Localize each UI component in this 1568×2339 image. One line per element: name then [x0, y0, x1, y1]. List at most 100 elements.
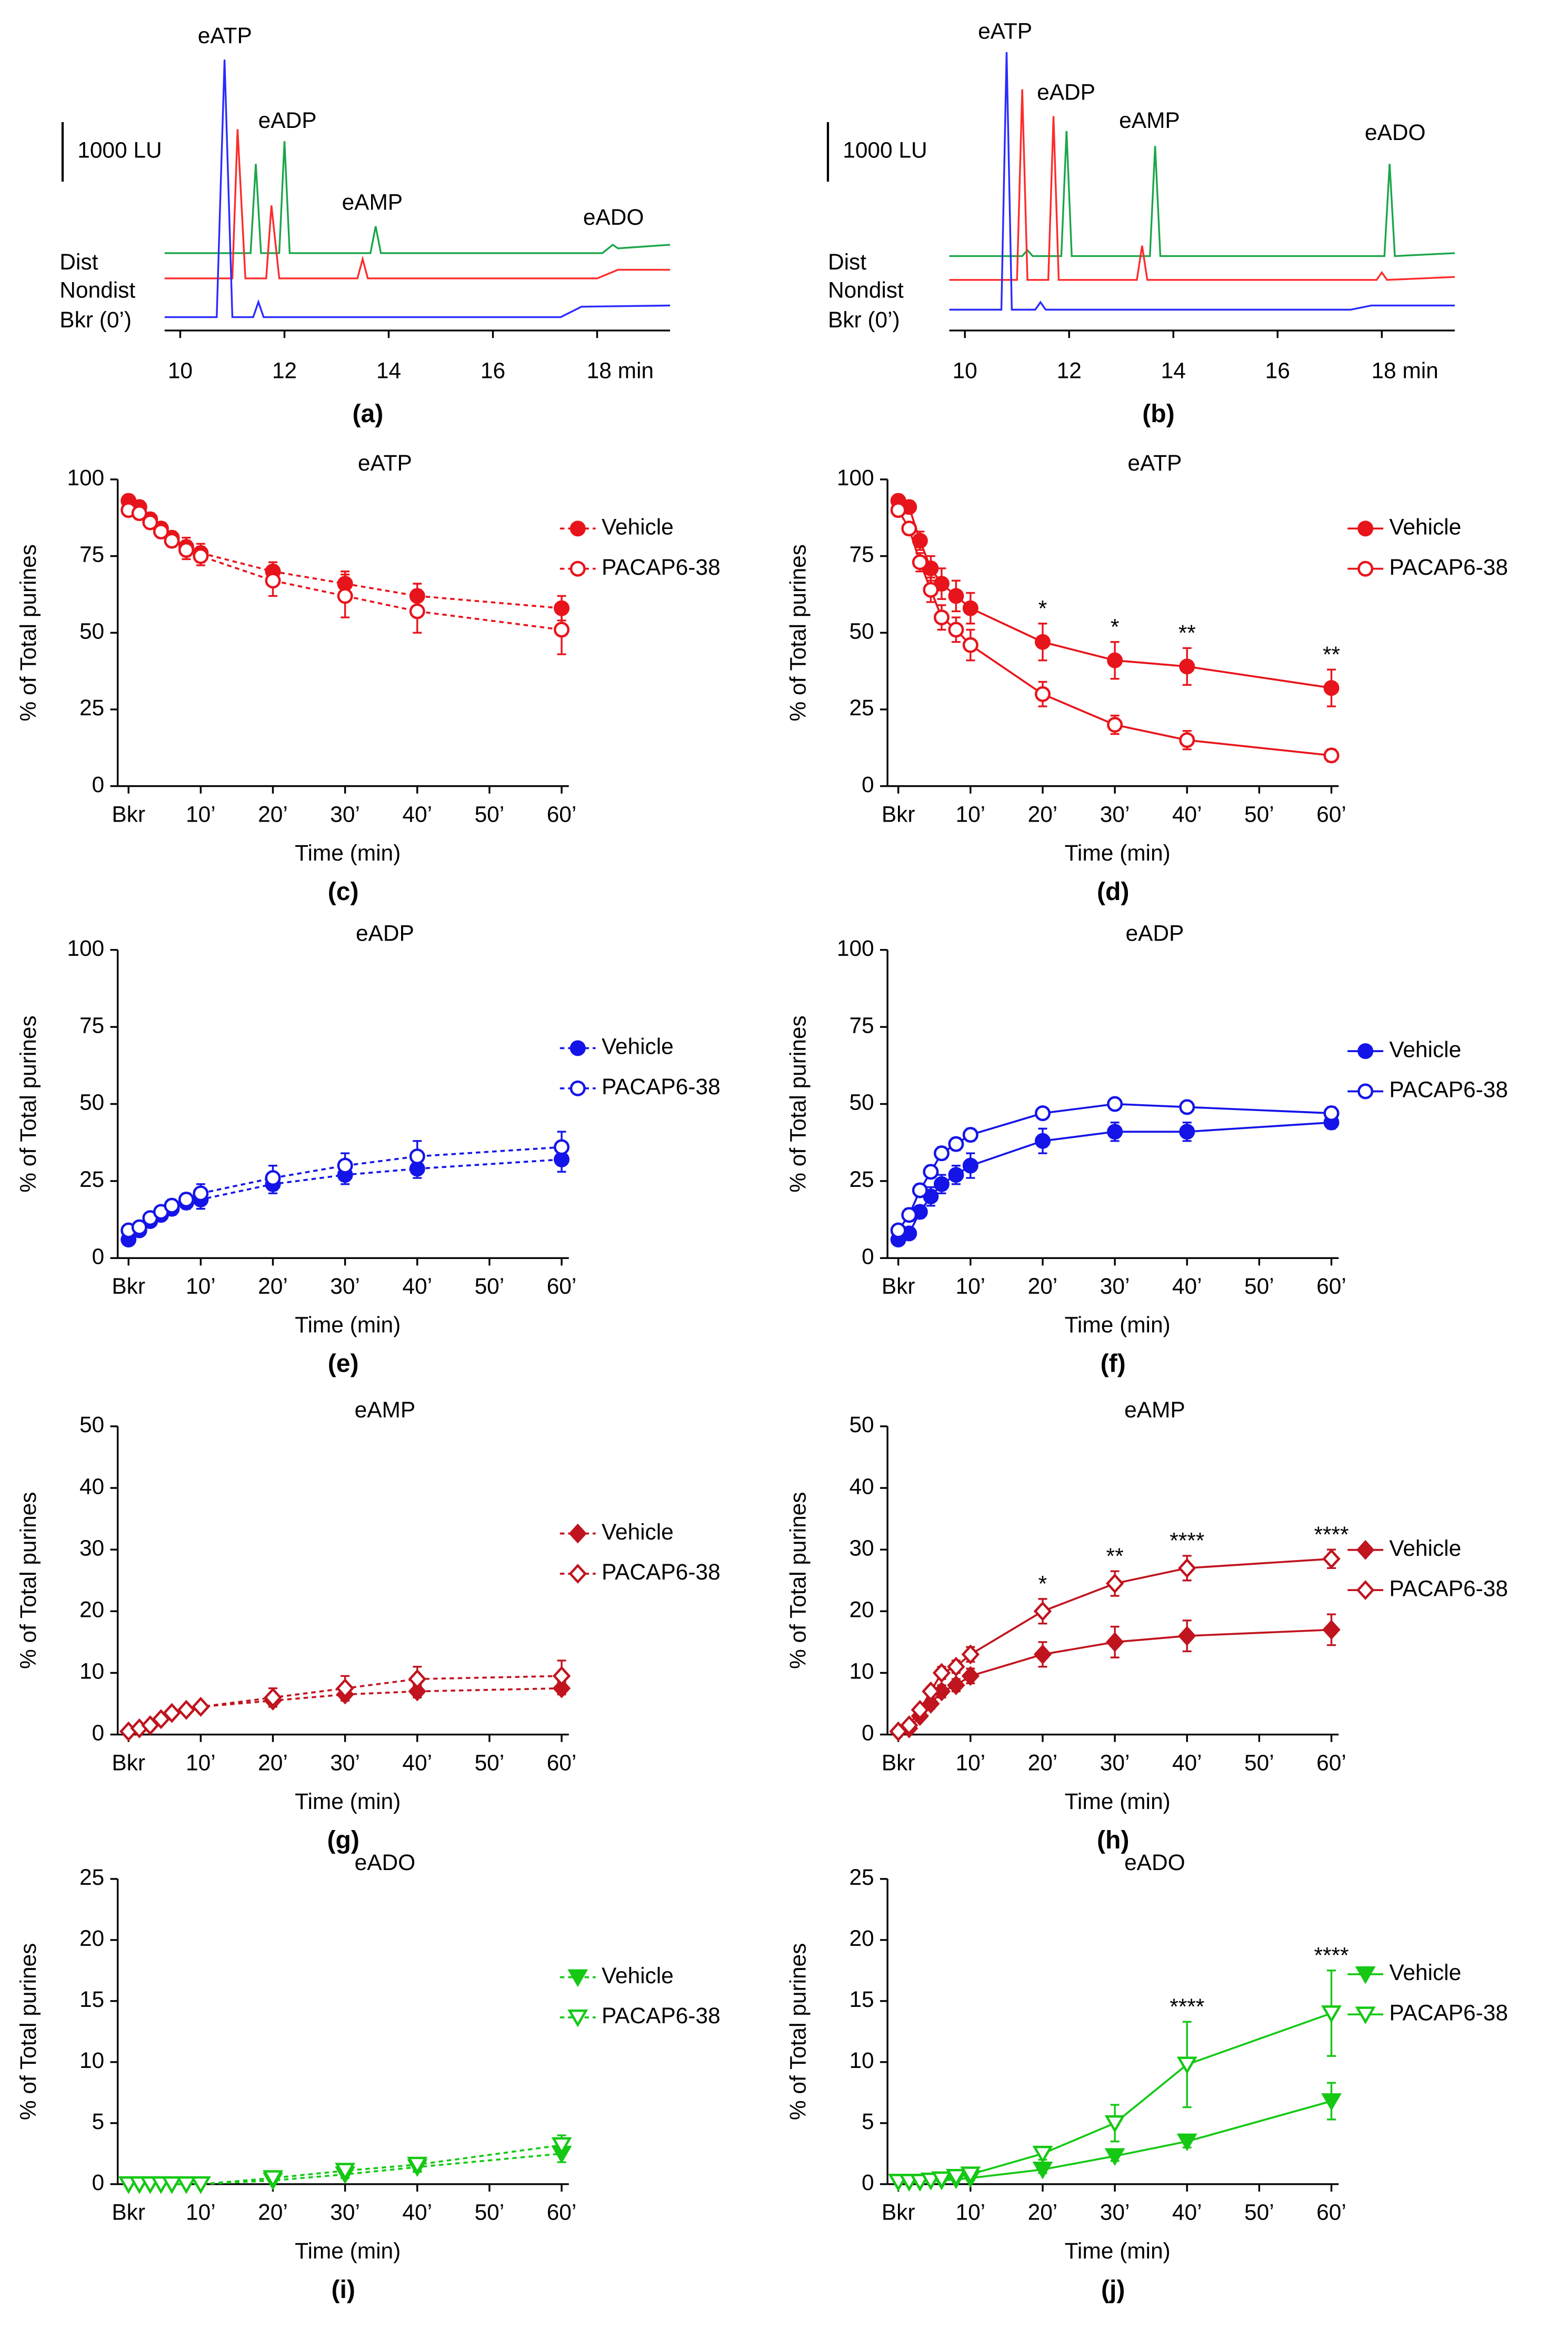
data-point [1034, 634, 1051, 650]
x-tick-label: 20’ [1028, 1750, 1058, 1775]
trace [164, 141, 671, 254]
x-tick-label: Bkr [882, 1750, 915, 1775]
trace-label: Dist [59, 249, 98, 274]
x-tick-label: 40’ [402, 1274, 432, 1298]
panel-label: (a) [352, 399, 383, 428]
x-tick-label: 10’ [955, 1750, 985, 1775]
data-point [1034, 1133, 1051, 1149]
data-point [409, 603, 425, 619]
chart-title: eATP [1127, 451, 1182, 475]
data-point [176, 2176, 197, 2194]
data-point [192, 1696, 210, 1717]
data-point [890, 502, 906, 518]
y-tick-label: 10 [849, 1659, 874, 1684]
y-tick-label: 50 [849, 618, 874, 643]
scale-bar-label: 1000 LU [77, 138, 162, 163]
data-point [1321, 2093, 1342, 2111]
y-tick-label: 100 [837, 465, 874, 490]
x-tick-label: Bkr [112, 802, 145, 826]
x-tick-label: 14 [1161, 358, 1186, 383]
data-point [960, 2166, 981, 2184]
x-tick-label: 40’ [402, 2200, 432, 2225]
x-tick-label: 14 [376, 358, 401, 383]
y-tick-label: 5 [862, 2109, 874, 2134]
x-tick-label: Bkr [112, 1750, 145, 1775]
data-point [265, 1170, 281, 1186]
data-point [1323, 747, 1340, 764]
y-tick-label: 20 [79, 1926, 104, 1951]
data-point [1323, 680, 1340, 696]
data-point [1323, 1105, 1340, 1122]
data-point [177, 1700, 196, 1720]
trace-label: Nondist [828, 278, 904, 303]
significance-label: ** [1323, 642, 1340, 667]
data-point [1178, 1626, 1196, 1646]
x-tick-label: 40’ [1172, 2200, 1202, 2225]
x-tick-label: 30’ [1100, 1274, 1130, 1298]
panel-label: (j) [1101, 2275, 1125, 2304]
significance-label: **** [1170, 1528, 1204, 1553]
data-point [335, 2163, 356, 2181]
x-tick-label: 60’ [547, 802, 577, 826]
trace [164, 129, 671, 279]
x-tick-label: 40’ [1172, 802, 1202, 826]
x-tick-label: 30’ [1100, 1750, 1130, 1775]
data-point [409, 1148, 425, 1165]
data-point [1176, 2056, 1197, 2075]
legend-marker [567, 2009, 588, 2027]
x-tick-label: 50’ [1244, 802, 1274, 826]
legend-label: PACAP6-38 [1389, 555, 1508, 579]
data-point [552, 1666, 571, 1686]
data-point [265, 573, 281, 589]
data-point [1034, 1105, 1051, 1122]
legend-marker [570, 521, 586, 537]
legend-label: PACAP6-38 [1389, 2001, 1508, 2025]
y-tick-label: 25 [79, 1865, 104, 1890]
significance-label: **** [1314, 1943, 1349, 1968]
x-tick-label: Bkr [882, 2200, 915, 2225]
legend-label: PACAP6-38 [602, 555, 721, 579]
data-point [193, 548, 209, 564]
data-point [337, 588, 353, 604]
x-axis-label: Time (min) [295, 1789, 401, 1814]
data-point [1178, 1558, 1196, 1578]
chart-title: eADP [1125, 921, 1184, 946]
data-point [190, 2176, 211, 2194]
data-point [1176, 2133, 1197, 2152]
x-tick-label: 50’ [475, 2200, 505, 2225]
data-point [1107, 652, 1123, 668]
data-point [933, 1145, 950, 1162]
x-tick-label: 16 [481, 358, 505, 383]
data-point [142, 514, 158, 531]
y-tick-label: 40 [79, 1474, 104, 1498]
data-point [890, 1222, 906, 1238]
data-point [337, 1157, 353, 1174]
x-tick-label: 16 [1265, 358, 1290, 383]
data-point [948, 1167, 964, 1183]
data-point [961, 1666, 980, 1686]
y-tick-label: 0 [862, 772, 874, 797]
data-point [962, 1157, 978, 1174]
y-tick-label: 30 [79, 1535, 104, 1560]
y-tick-label: 75 [79, 1013, 104, 1037]
y-axis-label: % of Total purines [785, 1015, 810, 1192]
data-point [1179, 1124, 1195, 1140]
y-tick-label: 25 [849, 695, 874, 720]
x-tick-label: 50’ [475, 1274, 505, 1298]
peak-label: eADO [1365, 120, 1426, 145]
data-point [901, 1207, 917, 1223]
panel-label: (i) [331, 2275, 355, 2304]
legend-marker [1357, 561, 1374, 577]
x-tick-label: Bkr [882, 1274, 915, 1298]
x-axis-label: Time (min) [1065, 1313, 1171, 1337]
panel-label: (g) [327, 1826, 359, 1854]
y-tick-label: 50 [849, 1412, 874, 1437]
y-axis-label: % of Total purines [785, 1492, 810, 1669]
chart-title: eATP [358, 451, 412, 475]
peak-label: eADP [1037, 79, 1095, 104]
panel-label: (e) [328, 1350, 359, 1378]
y-tick-label: 25 [849, 1865, 874, 1890]
y-axis-label: % of Total purines [785, 1943, 810, 2120]
data-point [408, 1669, 426, 1690]
